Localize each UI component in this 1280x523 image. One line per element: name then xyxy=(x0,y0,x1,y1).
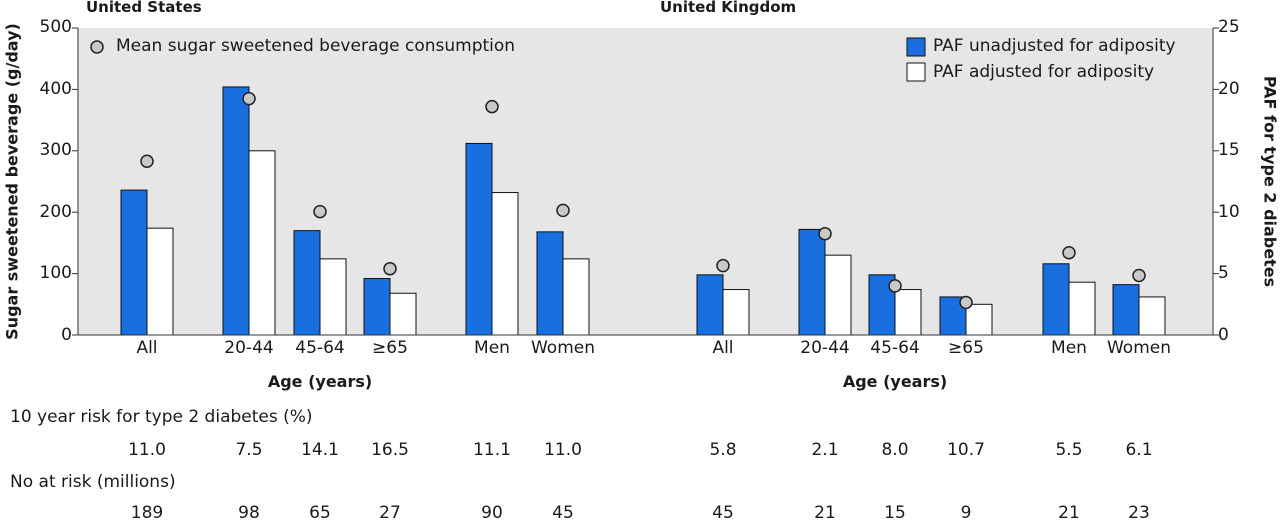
bar-adjusted xyxy=(491,192,519,336)
risk-value: 11.0 xyxy=(544,440,582,460)
risk-value: 5.5 xyxy=(1055,440,1083,460)
bar-unadjusted xyxy=(798,228,826,336)
bar-adjusted xyxy=(965,303,993,336)
uk-category-label: 45-64 xyxy=(870,338,920,358)
mean-consumption-marker xyxy=(556,203,570,218)
risk-table-header: 10 year risk for type 2 diabetes (%) xyxy=(10,407,313,427)
bar-unadjusted xyxy=(293,230,321,336)
mean-consumption-marker xyxy=(140,154,154,168)
bar-adjusted xyxy=(319,258,347,336)
left-axis-label: Sugar sweetened beverage (g/day) xyxy=(2,23,22,340)
mean-consumption-marker xyxy=(1062,245,1076,260)
us-category-label: ≥65 xyxy=(372,338,408,358)
bar-adjusted xyxy=(562,258,590,336)
legend-adjusted-label: PAF adjusted for adiposity xyxy=(933,62,1155,82)
uk-category-label: ≥65 xyxy=(948,338,984,358)
right-tick: 5 xyxy=(1218,263,1229,283)
us-category-label: 20-44 xyxy=(224,338,274,358)
risk-value: 16.5 xyxy=(371,440,409,460)
mean-consumption-marker xyxy=(716,258,730,273)
n-value: 23 xyxy=(1128,503,1150,523)
bar-unadjusted xyxy=(696,274,724,336)
mean-consumption-marker xyxy=(818,226,832,241)
us-category-label: Men xyxy=(474,338,510,358)
us-category-label: All xyxy=(136,338,158,358)
bar-unadjusted xyxy=(465,142,493,336)
risk-value: 2.1 xyxy=(811,440,839,460)
bar-adjusted xyxy=(894,289,922,336)
legend-unadjusted-label: PAF unadjusted for adiposity xyxy=(933,36,1176,56)
left-tick: 0 xyxy=(61,325,72,345)
uk-x-axis-label: Age (years) xyxy=(842,372,948,391)
mean-consumption-marker xyxy=(383,261,397,276)
bar-adjusted xyxy=(1068,281,1096,336)
risk-value: 7.5 xyxy=(235,440,263,460)
left-tick: 500 xyxy=(39,17,72,37)
uk-panel-title: United Kingdom xyxy=(660,0,797,16)
mean-consumption-marker xyxy=(1132,268,1146,283)
legend-unadjusted-swatch xyxy=(906,37,926,57)
n-value: 21 xyxy=(814,503,836,523)
bar-adjusted xyxy=(146,227,174,336)
us-panel-title: United States xyxy=(86,0,202,16)
bar-adjusted xyxy=(1138,296,1166,336)
legend-marker-swatch xyxy=(90,40,104,54)
legend-marker-label: Mean sugar sweetened beverage consumptio… xyxy=(116,36,516,56)
left-tick: 100 xyxy=(39,263,72,283)
mean-consumption-marker xyxy=(485,99,499,114)
risk-value: 10.7 xyxy=(947,440,985,460)
risk-value: 11.0 xyxy=(128,440,166,460)
us-category-label: 45-64 xyxy=(295,338,345,358)
right-tick: 0 xyxy=(1218,325,1229,345)
n-value: 98 xyxy=(238,503,260,523)
left-tick: 300 xyxy=(39,140,72,160)
n-value: 21 xyxy=(1058,503,1080,523)
bar-unadjusted xyxy=(1042,263,1070,336)
risk-value: 6.1 xyxy=(1125,440,1153,460)
uk-category-label: Men xyxy=(1051,338,1087,358)
mean-consumption-marker xyxy=(313,204,327,219)
risk-value: 14.1 xyxy=(301,440,339,460)
bar-unadjusted xyxy=(536,231,564,336)
right-tick: 10 xyxy=(1218,202,1240,222)
uk-category-label: All xyxy=(712,338,734,358)
n-value: 9 xyxy=(960,503,972,523)
legend-adjusted-swatch xyxy=(906,62,926,82)
left-tick: 200 xyxy=(39,202,72,222)
mean-consumption-marker xyxy=(888,279,902,293)
n-value: 15 xyxy=(884,503,906,523)
bar-adjusted xyxy=(824,254,852,336)
n-value: 45 xyxy=(712,503,734,523)
left-tick: 400 xyxy=(39,79,72,99)
risk-value: 5.8 xyxy=(709,440,737,460)
n-value: 27 xyxy=(379,503,401,523)
n-value: 65 xyxy=(309,503,331,523)
bar-unadjusted xyxy=(1112,284,1140,336)
bar-adjusted xyxy=(389,292,417,336)
mean-consumption-marker xyxy=(959,295,973,310)
uk-category-label: 20-44 xyxy=(800,338,850,358)
n-value: 189 xyxy=(130,503,164,523)
right-tick: 25 xyxy=(1218,17,1240,37)
uk-category-label: Women xyxy=(1106,338,1171,358)
n-value: 90 xyxy=(481,503,503,523)
right-tick: 15 xyxy=(1218,140,1240,160)
bar-unadjusted xyxy=(363,278,391,336)
mean-consumption-marker xyxy=(242,91,256,106)
right-axis-label: PAF for type 2 diabetes xyxy=(1260,75,1280,288)
bar-adjusted xyxy=(722,289,750,336)
risk-value: 11.1 xyxy=(473,440,511,460)
bar-adjusted xyxy=(248,150,276,336)
n-table-header: No at risk (millions) xyxy=(10,472,176,492)
right-tick: 20 xyxy=(1218,79,1240,99)
us-x-axis-label: Age (years) xyxy=(267,372,373,391)
us-category-label: Women xyxy=(530,338,595,358)
risk-value: 8.0 xyxy=(881,440,909,460)
bar-unadjusted xyxy=(222,86,250,336)
bar-unadjusted xyxy=(120,189,148,336)
n-value: 45 xyxy=(552,503,574,523)
